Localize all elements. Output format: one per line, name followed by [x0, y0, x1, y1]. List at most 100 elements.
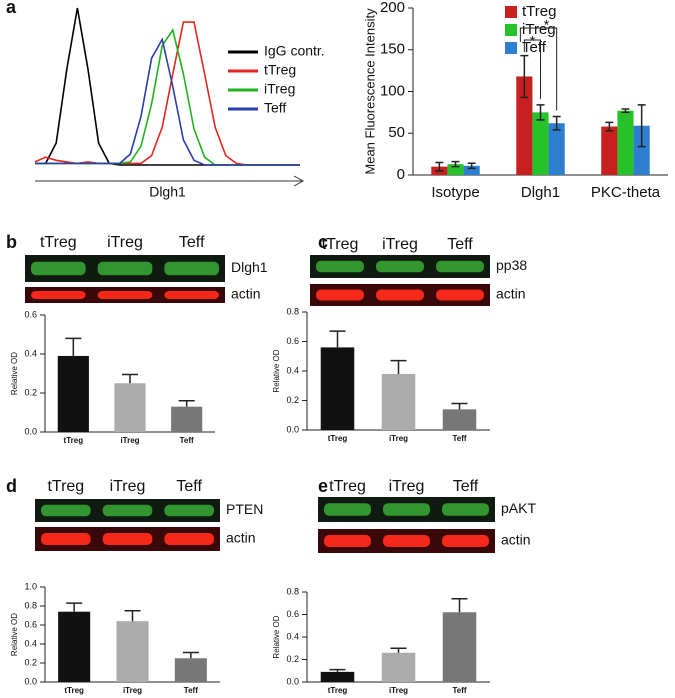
y-tick-label: 0.2	[286, 395, 299, 405]
blot-band	[324, 535, 371, 547]
y-tick-label: 0.0	[24, 676, 37, 686]
panel-label: b	[6, 232, 17, 252]
blot-band	[102, 504, 153, 517]
bar	[57, 355, 89, 432]
error-bar	[390, 359, 407, 374]
error-bar	[65, 337, 82, 356]
bar	[532, 112, 549, 175]
bar	[548, 123, 565, 175]
panel-label: d	[6, 476, 17, 496]
bar	[116, 621, 149, 682]
legend-label: tTreg	[264, 62, 296, 78]
y-tick-label: 0.4	[286, 365, 299, 375]
blot-band	[41, 504, 91, 517]
y-tick-label: 0.4	[24, 348, 37, 358]
legend-label: iTreg	[264, 81, 295, 97]
bar	[617, 110, 634, 175]
legend-label: iTreg	[522, 21, 556, 38]
panel-label: a	[6, 0, 17, 17]
y-axis-label: Relative OD	[272, 615, 281, 658]
lane-label: iTreg	[107, 234, 143, 251]
y-tick-label: 0.0	[24, 426, 37, 436]
legend-swatch	[505, 6, 517, 18]
x-tick-label: Teff	[452, 686, 466, 695]
blot-row-label: actin	[231, 286, 261, 302]
blot-row-label: PTEN	[226, 501, 263, 517]
blot-band	[436, 289, 484, 301]
lane-label: iTreg	[382, 236, 418, 253]
y-tick-label: 0.8	[24, 600, 37, 610]
y-axis-label: Relative OD	[272, 349, 281, 392]
x-tick-label: Dlgh1	[521, 184, 560, 201]
histogram-line	[35, 7, 300, 166]
y-tick-label: 0.8	[286, 306, 299, 316]
x-tick-label: iTreg	[389, 686, 408, 695]
blot-band	[383, 503, 430, 516]
blot-band	[376, 260, 424, 273]
x-tick-label: iTreg	[389, 434, 408, 443]
histogram-line	[34, 21, 300, 166]
x-tick-label: tTreg	[64, 686, 84, 695]
x-tick-label: iTreg	[123, 686, 142, 695]
significance-star: *	[530, 33, 536, 49]
blot-band	[102, 533, 153, 545]
error-bar	[66, 602, 83, 612]
y-tick-label: 0.6	[286, 336, 299, 346]
bar	[174, 658, 207, 682]
y-tick-label: 0.4	[24, 638, 37, 648]
bar	[320, 347, 355, 430]
x-tick-label: iTreg	[120, 436, 139, 445]
legend-swatch	[505, 24, 517, 36]
bar	[601, 126, 618, 175]
blot-band	[316, 260, 364, 273]
significance-star: *	[544, 17, 550, 33]
y-tick-label: 0.4	[286, 631, 299, 641]
panel-label: c	[318, 232, 328, 252]
blot-band	[316, 289, 364, 301]
y-tick-label: 0.6	[24, 309, 37, 319]
error-bar	[178, 400, 195, 407]
y-tick-label: 200	[380, 0, 405, 16]
blot-band	[31, 261, 86, 276]
error-bar	[552, 115, 561, 131]
significance-bracket	[523, 39, 541, 99]
y-axis-label: Relative OD	[10, 352, 19, 395]
lane-label: Teff	[176, 478, 202, 495]
histogram-line	[35, 37, 300, 166]
y-tick-label: 0.0	[286, 424, 299, 434]
bar	[516, 76, 533, 175]
x-tick-label: tTreg	[64, 436, 84, 445]
blot-band	[164, 533, 214, 545]
y-tick-label: 150	[380, 41, 405, 58]
error-bar	[124, 610, 141, 622]
blot-band	[41, 533, 91, 545]
error-bar	[451, 402, 468, 410]
legend-swatch	[505, 42, 517, 54]
bar	[447, 164, 464, 175]
lane-label: Teff	[453, 478, 479, 495]
y-tick-label: 0.0	[286, 676, 299, 686]
y-tick-label: 0.8	[286, 586, 299, 596]
bar	[114, 383, 146, 432]
blot-band	[97, 291, 153, 299]
blot-band	[324, 503, 371, 516]
blot-band	[164, 261, 219, 276]
x-tick-label: Teff	[184, 686, 198, 695]
blot-band	[442, 503, 489, 516]
y-axis-label: Mean Fluorescence Intensity	[362, 8, 377, 175]
error-bar	[451, 160, 460, 168]
bar	[320, 671, 355, 682]
y-axis-label: Relative OD	[10, 613, 19, 656]
legend-label: Teff	[264, 100, 286, 116]
error-bar	[467, 162, 476, 170]
lane-label: tTreg	[47, 478, 84, 495]
blot-row-label: pAKT	[501, 500, 536, 516]
blot-row-label: actin	[501, 532, 531, 548]
lane-label: tTreg	[40, 234, 77, 251]
x-axis-label: Dlgh1	[149, 184, 186, 200]
bar	[171, 406, 203, 432]
x-tick-label: Teff	[452, 434, 466, 443]
blot-band	[164, 291, 219, 299]
y-tick-label: 0.2	[24, 387, 37, 397]
error-bar	[637, 104, 646, 148]
